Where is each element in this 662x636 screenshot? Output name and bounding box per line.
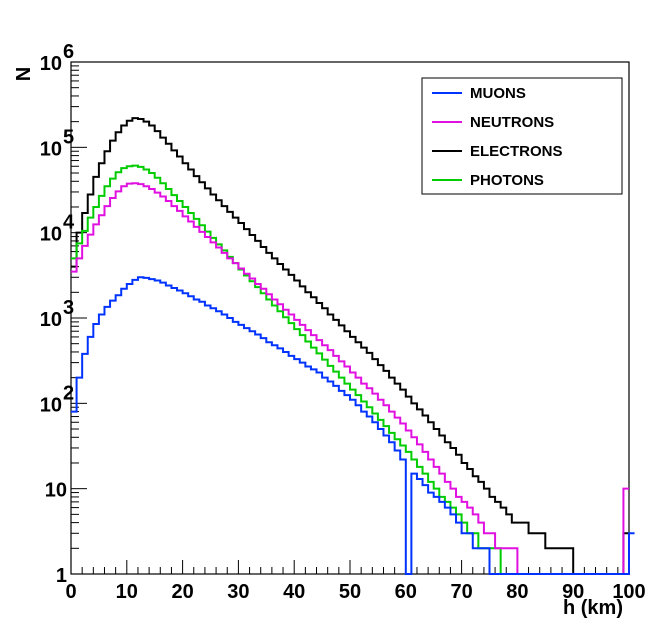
x-tick-label: 40 (283, 581, 305, 603)
y-tick-label: 10 (40, 309, 62, 331)
series-line-electrons (71, 117, 629, 575)
series-muons (71, 276, 635, 575)
y-tick-exponent: 6 (63, 41, 74, 63)
series-line-photons (71, 164, 629, 575)
x-tick-label: 50 (339, 581, 361, 603)
x-axis-title: h (km) (563, 597, 623, 619)
series-layer (71, 117, 635, 575)
legend-box (421, 77, 623, 195)
series-neutrons (71, 182, 629, 575)
x-tick-label: 10 (116, 581, 138, 603)
y-tick-exponent: 2 (63, 382, 74, 404)
y-tick-exponent: 3 (63, 297, 74, 319)
y-tick-label: 10 (40, 394, 62, 416)
x-tick-label: 20 (171, 581, 193, 603)
y-tick-base: 10 (45, 480, 67, 502)
x-tick-label: 100 (612, 581, 645, 603)
y-tick-label: 10 (40, 138, 62, 160)
x-tick-label: 30 (227, 581, 249, 603)
y-tick-base: 10 (40, 138, 62, 160)
y-tick-base: 1 (56, 565, 67, 587)
y-tick-exponent: 4 (63, 212, 75, 234)
legend-label: PHOTONS (470, 172, 544, 189)
series-line-muons (71, 276, 635, 575)
y-tick-label: 10 (40, 224, 62, 246)
series-electrons (71, 117, 629, 575)
y-tick-base: 10 (40, 224, 62, 246)
x-tick-label: 0 (65, 581, 76, 603)
x-tick-label: 70 (450, 581, 472, 603)
series-line-neutrons (71, 182, 629, 575)
y-tick-base: 10 (40, 53, 62, 75)
legend-label: NEUTRONS (470, 114, 554, 131)
x-tick-label: 80 (506, 581, 528, 603)
y-tick-base: 10 (40, 309, 62, 331)
y-tick-label: 10 (40, 53, 62, 75)
legend-label: MUONS (470, 85, 526, 102)
y-tick-exponent: 5 (63, 126, 74, 148)
x-tick-label: 60 (395, 581, 417, 603)
series-photons (71, 164, 629, 575)
legend-label: ELECTRONS (470, 143, 563, 160)
y-axis-title: N (13, 67, 35, 81)
y-tick-label: 1 (56, 565, 67, 587)
legend: MUONS NEUTRONS ELECTRONS PHOTONS (421, 77, 623, 195)
y-tick-base: 10 (40, 394, 62, 416)
y-tick-label: 10 (45, 480, 67, 502)
x-tick-label: 90 (562, 581, 584, 603)
